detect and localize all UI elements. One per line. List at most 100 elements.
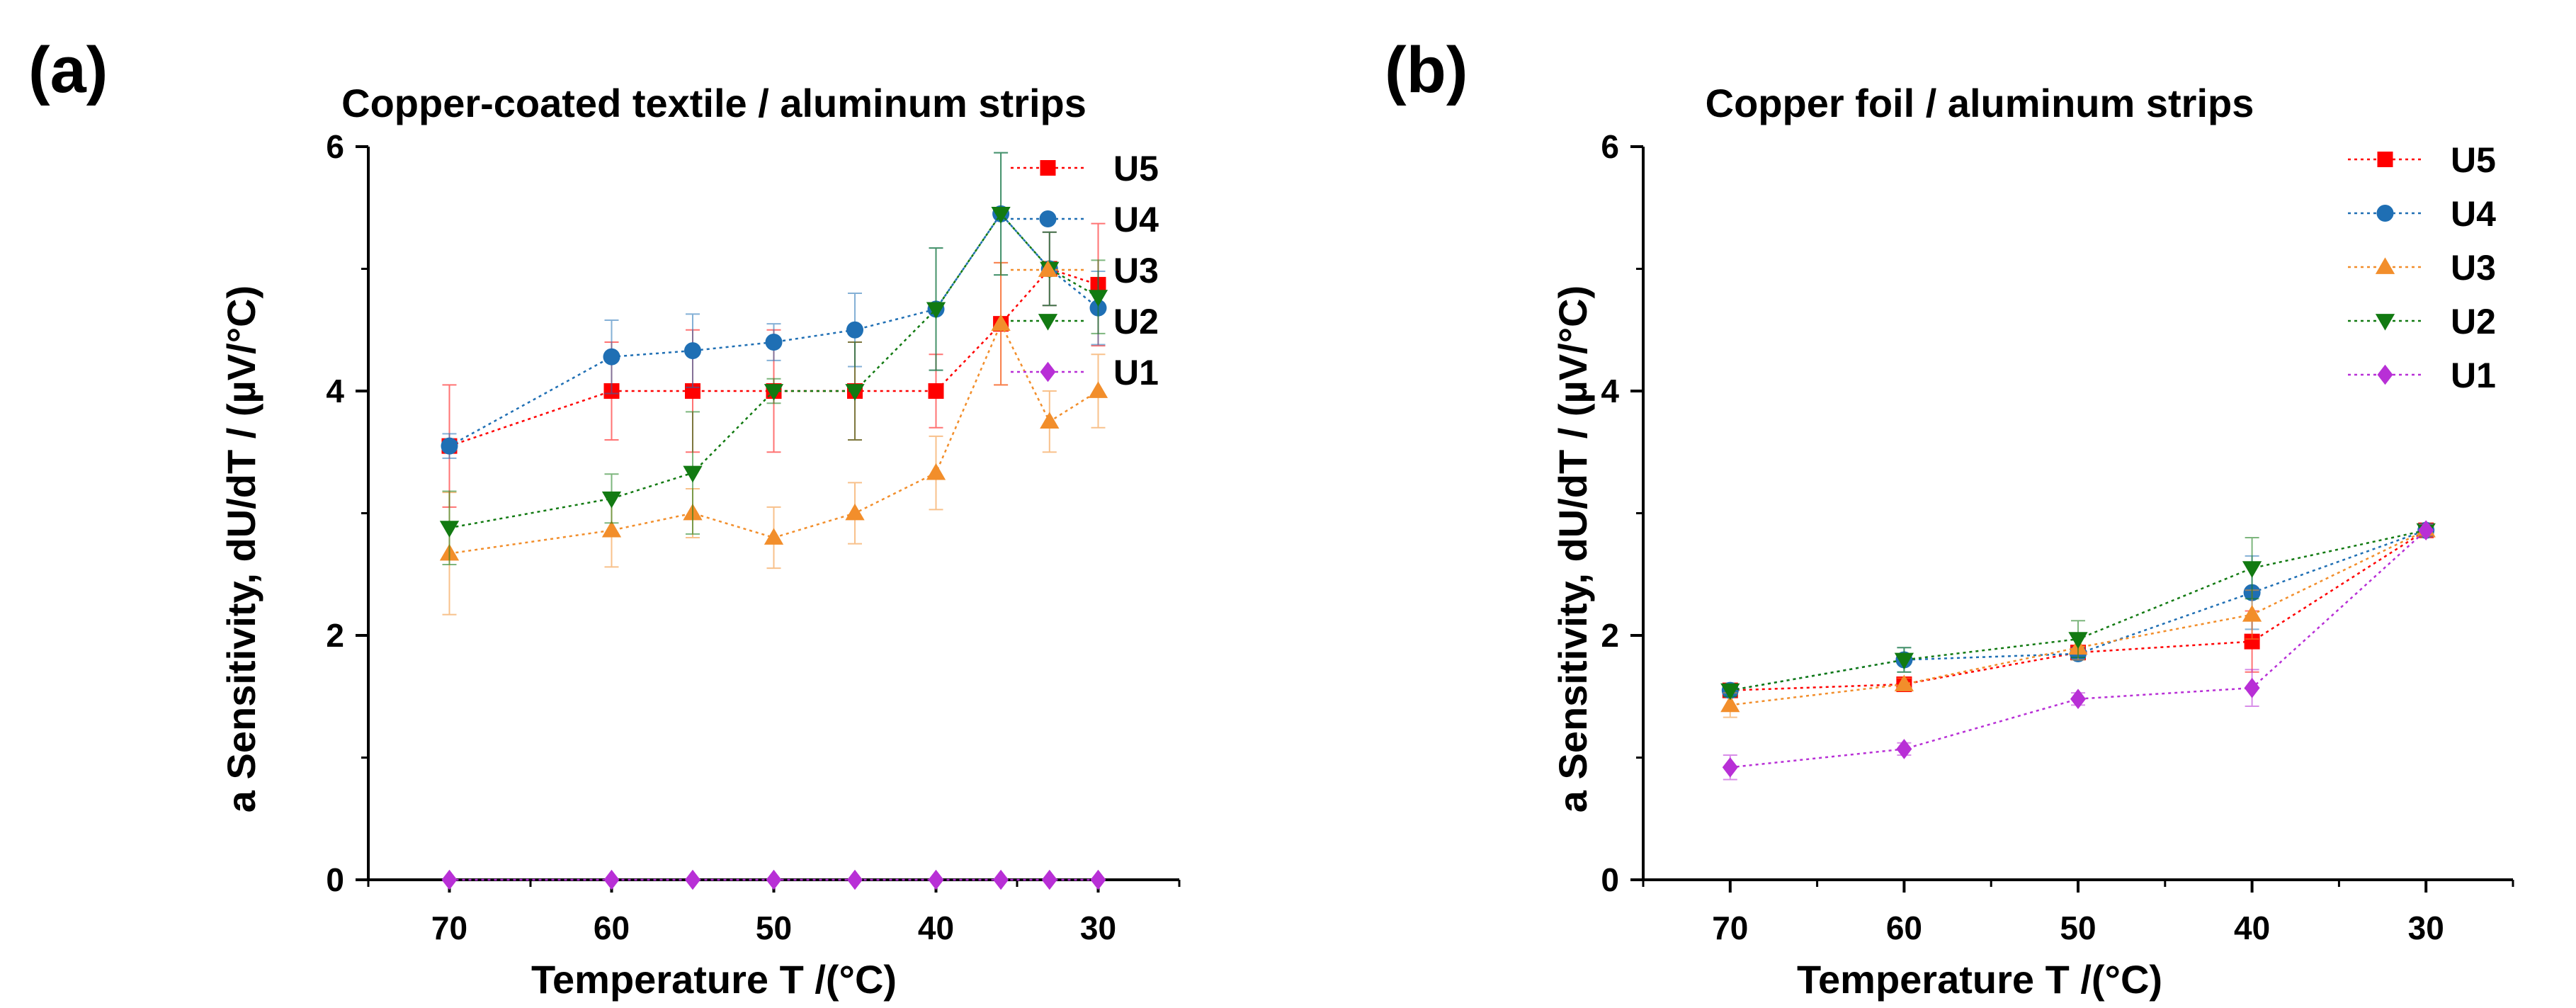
y-tick-label: 6 — [326, 128, 344, 165]
y-axis-title-a: a Sensitivity, dU/dT / (µV/°C) — [219, 285, 263, 812]
x-axis-title-a: Temperature T /(°C) — [531, 957, 897, 1002]
x-tick-label: 60 — [1886, 910, 1922, 946]
series-line — [1730, 529, 2427, 691]
data-point — [441, 869, 458, 890]
data-point — [764, 528, 784, 545]
y-axis-title-b: a Sensitivity, dU/dT / (µV/°C) — [1550, 285, 1595, 812]
legend-label: U3 — [2451, 248, 2496, 288]
legend-marker — [1038, 260, 1058, 277]
data-point — [846, 321, 863, 339]
x-tick-label: 40 — [2234, 910, 2270, 946]
chart-title-a: Copper-coated textile / aluminum strips — [341, 81, 1086, 125]
x-tick-label: 70 — [431, 910, 467, 946]
legend-label: U2 — [1113, 302, 1159, 341]
legend-label: U1 — [1113, 353, 1159, 392]
data-point — [1720, 695, 1740, 713]
plot-area-b: 0 2 4 6 70 60 50 40 30 U5 U4 U3 U2 U1 — [1601, 128, 2514, 946]
legend-marker — [1039, 210, 1057, 227]
axes-b — [1642, 147, 2513, 881]
legend-marker — [2375, 257, 2395, 274]
data-point — [926, 463, 946, 480]
series-u1-a — [441, 869, 1106, 890]
series-u2-a — [439, 152, 1108, 565]
data-point — [601, 491, 622, 509]
legend-marker — [2377, 364, 2393, 385]
panel-label-b: (b) — [1385, 34, 1468, 106]
series-line — [1730, 529, 2427, 706]
series-u2-b — [1720, 523, 2436, 701]
data-point — [601, 521, 622, 538]
data-point — [684, 342, 701, 360]
series-line — [1730, 529, 2427, 769]
y-tick-label: 4 — [1601, 373, 1619, 409]
legend-marker — [2376, 205, 2394, 222]
legend-marker — [1040, 160, 1056, 176]
y-tick-label: 6 — [1601, 128, 1619, 165]
data-point — [847, 869, 863, 890]
chart-panel-b: (b) Copper foil / aluminum strips 0 2 4 6 70… — [1385, 34, 2514, 1002]
panel-label-a: (a) — [28, 34, 108, 106]
legend-marker — [1040, 361, 1056, 383]
x-tick-label: 50 — [756, 910, 792, 946]
legend-marker — [2375, 314, 2395, 331]
data-point — [2242, 605, 2262, 622]
legend-marker — [2377, 152, 2393, 167]
data-point — [2244, 677, 2260, 698]
data-point — [439, 521, 460, 538]
data-point — [1040, 412, 1060, 429]
data-point — [764, 384, 784, 401]
data-point — [603, 348, 620, 366]
data-point — [1088, 381, 1108, 398]
data-point — [2070, 689, 2086, 709]
data-point — [1722, 757, 1738, 778]
series-line — [1730, 529, 2427, 691]
data-point — [1041, 869, 1057, 890]
data-point — [845, 384, 865, 401]
legend-label: U4 — [1113, 200, 1159, 239]
chart-title-b: Copper foil / aluminum strips — [1706, 81, 2254, 125]
legend-b: U5 U4 U3 U2 U1 — [2348, 140, 2496, 395]
data-point — [1720, 683, 1740, 701]
legend-label: U1 — [2451, 356, 2496, 395]
x-tick-label: 60 — [594, 910, 630, 946]
x-tick-label: 30 — [1080, 910, 1116, 946]
data-point — [1896, 739, 1912, 759]
data-point — [928, 869, 944, 890]
legend-a: U5 U4 U3 U2 U1 — [1011, 149, 1159, 392]
y-tick-label: 0 — [1601, 861, 1619, 898]
data-point — [2242, 561, 2262, 578]
plot-area-a: 0 2 4 6 70 60 50 40 30 U5 U4 U3 U2 U1 — [326, 128, 1181, 946]
x-tick-label: 30 — [2408, 910, 2444, 946]
series-u5-a — [441, 222, 1106, 508]
series-line — [449, 212, 1099, 529]
series-u1-b — [1722, 520, 2434, 781]
series-u4-b — [1721, 521, 2435, 699]
legend-marker — [1038, 314, 1058, 331]
x-tick-label: 40 — [918, 910, 954, 946]
series-line — [1730, 529, 2427, 691]
x-tick-label: 50 — [2060, 910, 2096, 946]
data-point — [2244, 633, 2260, 650]
chart-panel-a: (a) Copper-coated textile / aluminum str… — [28, 34, 1181, 1002]
data-point — [683, 465, 703, 483]
legend-label: U5 — [1113, 149, 1159, 188]
data-point — [1894, 652, 1914, 670]
data-point — [441, 437, 458, 455]
x-axis-title-b: Temperature T /(°C) — [1797, 957, 2162, 1002]
data-point — [2068, 632, 2088, 649]
series-u5-b — [1722, 522, 2434, 698]
legend-label: U3 — [1113, 251, 1159, 290]
data-point — [765, 334, 783, 351]
data-point — [845, 503, 865, 521]
data-point — [603, 869, 620, 890]
y-tick-label: 2 — [1601, 617, 1619, 654]
y-tick-label: 0 — [326, 861, 344, 898]
data-point — [1088, 290, 1108, 307]
data-point — [2418, 520, 2434, 540]
data-point — [993, 869, 1009, 890]
y-tick-label: 4 — [326, 373, 344, 409]
data-point — [685, 869, 700, 890]
data-point — [928, 383, 944, 399]
legend-label: U2 — [2451, 302, 2496, 341]
